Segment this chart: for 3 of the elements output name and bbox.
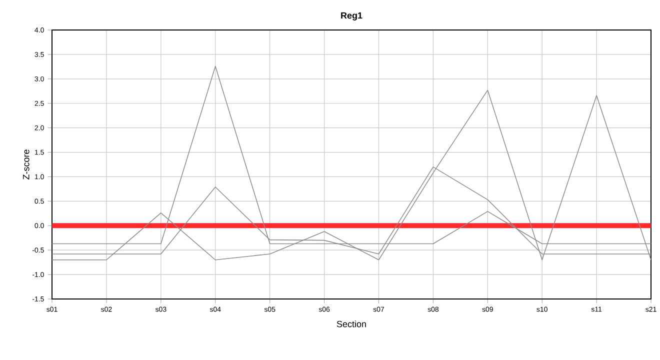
y-axis-title: Z-score [22, 150, 30, 180]
chart-title: Reg1 [341, 12, 362, 20]
x-axis-title: Section [336, 320, 366, 328]
